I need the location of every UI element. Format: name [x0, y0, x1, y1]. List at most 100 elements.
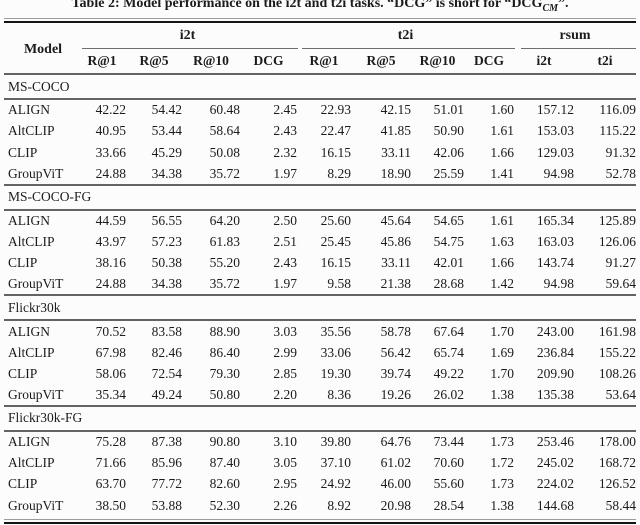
table-body: MS-COCO ALIGN 42.22 54.42 60.48 2.45 22.93 42.1…: [4, 73, 636, 516]
metric-value-cell: 72.54: [151, 365, 182, 381]
metric-value-cell: 2.26: [273, 497, 297, 513]
metric-value-cell: 56.55: [151, 213, 182, 229]
cmidrule-t2i: [302, 48, 515, 50]
metric-value-cell: 157.12: [536, 102, 574, 118]
table-row: AltCLIP 71.66 85.96 87.40 3.05 37.10 61.02 70.6…: [4, 452, 636, 473]
subheader-t2i-r1: R@1: [309, 52, 339, 68]
metric-value-cell: 33.11: [381, 255, 411, 271]
metric-value-cell: 24.92: [320, 476, 351, 492]
table-row: ALIGN 44.59 56.55 64.20 2.50 25.60 45.64 54.65 1…: [4, 210, 636, 231]
metric-value-cell: 2.50: [273, 213, 297, 229]
metric-value-cell: 35.72: [209, 165, 240, 181]
table-row: CLIP 58.06 72.54 79.30 2.85 19.30 39.74 49.22 1.…: [4, 363, 636, 384]
metric-value-cell: 85.96: [151, 455, 182, 471]
metric-value-cell: 91.32: [605, 144, 636, 160]
metric-value-cell: 209.90: [536, 365, 574, 381]
metric-value-cell: 83.58: [151, 323, 182, 339]
metric-value-cell: 108.26: [598, 365, 636, 381]
metric-value-cell: 53.64: [605, 386, 636, 402]
metric-value-cell: 2.99: [273, 344, 297, 360]
metric-value-cell: 41.85: [380, 123, 411, 139]
metric-value-cell: 88.90: [209, 323, 240, 339]
metric-value-cell: 1.97: [273, 165, 297, 181]
metric-value-cell: 115.22: [599, 123, 636, 139]
section-label: Flickr30k-FG: [4, 404, 636, 432]
metric-value-cell: 8.92: [327, 497, 351, 513]
caption-subscript: CM: [542, 2, 558, 14]
subheader-t2i-r10: R@10: [419, 52, 456, 68]
metric-value-cell: 1.60: [490, 102, 514, 118]
metric-value-cell: 22.47: [320, 123, 351, 139]
caption-text: Table 2: Model performance on the i2t an…: [71, 0, 543, 11]
metric-value-cell: 1.61: [490, 123, 514, 139]
table-row: ALIGN 75.28 87.38 90.80 3.10 39.80 64.76 73.44 1…: [4, 431, 636, 452]
metric-value-cell: 1.97: [273, 276, 297, 292]
metric-value-cell: 25.60: [320, 213, 351, 229]
metric-value-cell: 33.06: [320, 344, 351, 360]
metric-value-cell: 50.90: [433, 123, 464, 139]
metric-value-cell: 1.70: [490, 323, 514, 339]
table-caption: Table 2: Model performance on the i2t an…: [4, 0, 636, 16]
metric-value-cell: 54.65: [433, 213, 464, 229]
metric-value-cell: 21.38: [380, 276, 411, 292]
metric-value-cell: 60.48: [209, 102, 240, 118]
caption-suffix: ”.: [558, 0, 569, 11]
subheader-rsum-i2t: i2t: [536, 52, 552, 68]
metric-value-cell: 39.74: [380, 365, 411, 381]
metric-value-cell: 1.66: [490, 255, 514, 271]
metric-value-cell: 63.70: [95, 476, 126, 492]
metric-value-cell: 61.02: [380, 455, 411, 471]
model-name-cell: GroupViT: [8, 165, 64, 181]
table-row: GroupViT 24.88 34.38 35.72 1.97 9.58 21.38 28.6…: [4, 274, 636, 295]
metric-value-cell: 45.29: [151, 144, 182, 160]
metric-value-cell: 2.43: [273, 255, 297, 271]
metric-value-cell: 50.08: [209, 144, 240, 160]
metric-value-cell: 91.27: [605, 255, 636, 271]
model-name-cell: AltCLIP: [8, 455, 55, 471]
metric-value-cell: 25.45: [320, 233, 351, 249]
metric-value-cell: 82.46: [151, 344, 182, 360]
metric-value-cell: 53.44: [151, 123, 182, 139]
metric-value-cell: 116.09: [599, 102, 636, 118]
model-name-cell: AltCLIP: [8, 233, 55, 249]
metric-value-cell: 56.42: [380, 344, 411, 360]
cmidrule-rsum: [521, 48, 636, 50]
bottom-rule-light-line: [4, 518, 636, 520]
metric-value-cell: 2.32: [273, 144, 297, 160]
metric-value-cell: 33.66: [95, 144, 126, 160]
model-name-cell: AltCLIP: [8, 344, 55, 360]
model-name-cell: ALIGN: [8, 213, 50, 229]
metric-value-cell: 58.44: [605, 497, 636, 513]
results-table-wrap: Model i2t t2i rsum R@1 R@5 R@10 DCG R@1 …: [4, 23, 636, 516]
metric-value-cell: 26.02: [433, 386, 464, 402]
metric-value-cell: 94.98: [543, 165, 574, 181]
metric-value-cell: 2.85: [273, 365, 297, 381]
model-name-cell: ALIGN: [8, 323, 50, 339]
metric-value-cell: 79.30: [209, 365, 240, 381]
metric-value-cell: 18.90: [380, 165, 411, 181]
metric-value-cell: 52.78: [605, 165, 636, 181]
top-rule-heavy-line: [4, 20, 636, 24]
metric-value-cell: 82.60: [209, 476, 240, 492]
table-row: GroupViT 35.34 49.24 50.80 2.20 8.36 19.26 26.0…: [4, 385, 636, 406]
metric-value-cell: 1.73: [490, 476, 514, 492]
metric-value-cell: 2.20: [273, 386, 297, 402]
metric-value-cell: 1.72: [490, 455, 514, 471]
metric-value-cell: 126.52: [598, 476, 636, 492]
metric-value-cell: 224.02: [536, 476, 574, 492]
model-name-cell: GroupViT: [8, 276, 64, 292]
group-header-rsum: rsum: [559, 27, 591, 43]
metric-value-cell: 58.78: [380, 323, 411, 339]
metric-value-cell: 67.64: [433, 323, 464, 339]
metric-value-cell: 144.68: [536, 497, 574, 513]
metric-value-cell: 2.43: [273, 123, 297, 139]
section-label: MS-COCO-FG: [4, 183, 636, 211]
metric-value-cell: 1.42: [490, 276, 514, 292]
metric-value-cell: 1.69: [490, 344, 514, 360]
metric-value-cell: 16.15: [320, 255, 351, 271]
metric-value-cell: 90.80: [209, 434, 240, 450]
metric-value-cell: 37.10: [320, 455, 351, 471]
metric-value-cell: 2.95: [273, 476, 297, 492]
results-table: Model i2t t2i rsum R@1 R@5 R@10 DCG R@1 …: [4, 23, 636, 516]
model-name-cell: GroupViT: [8, 386, 64, 402]
